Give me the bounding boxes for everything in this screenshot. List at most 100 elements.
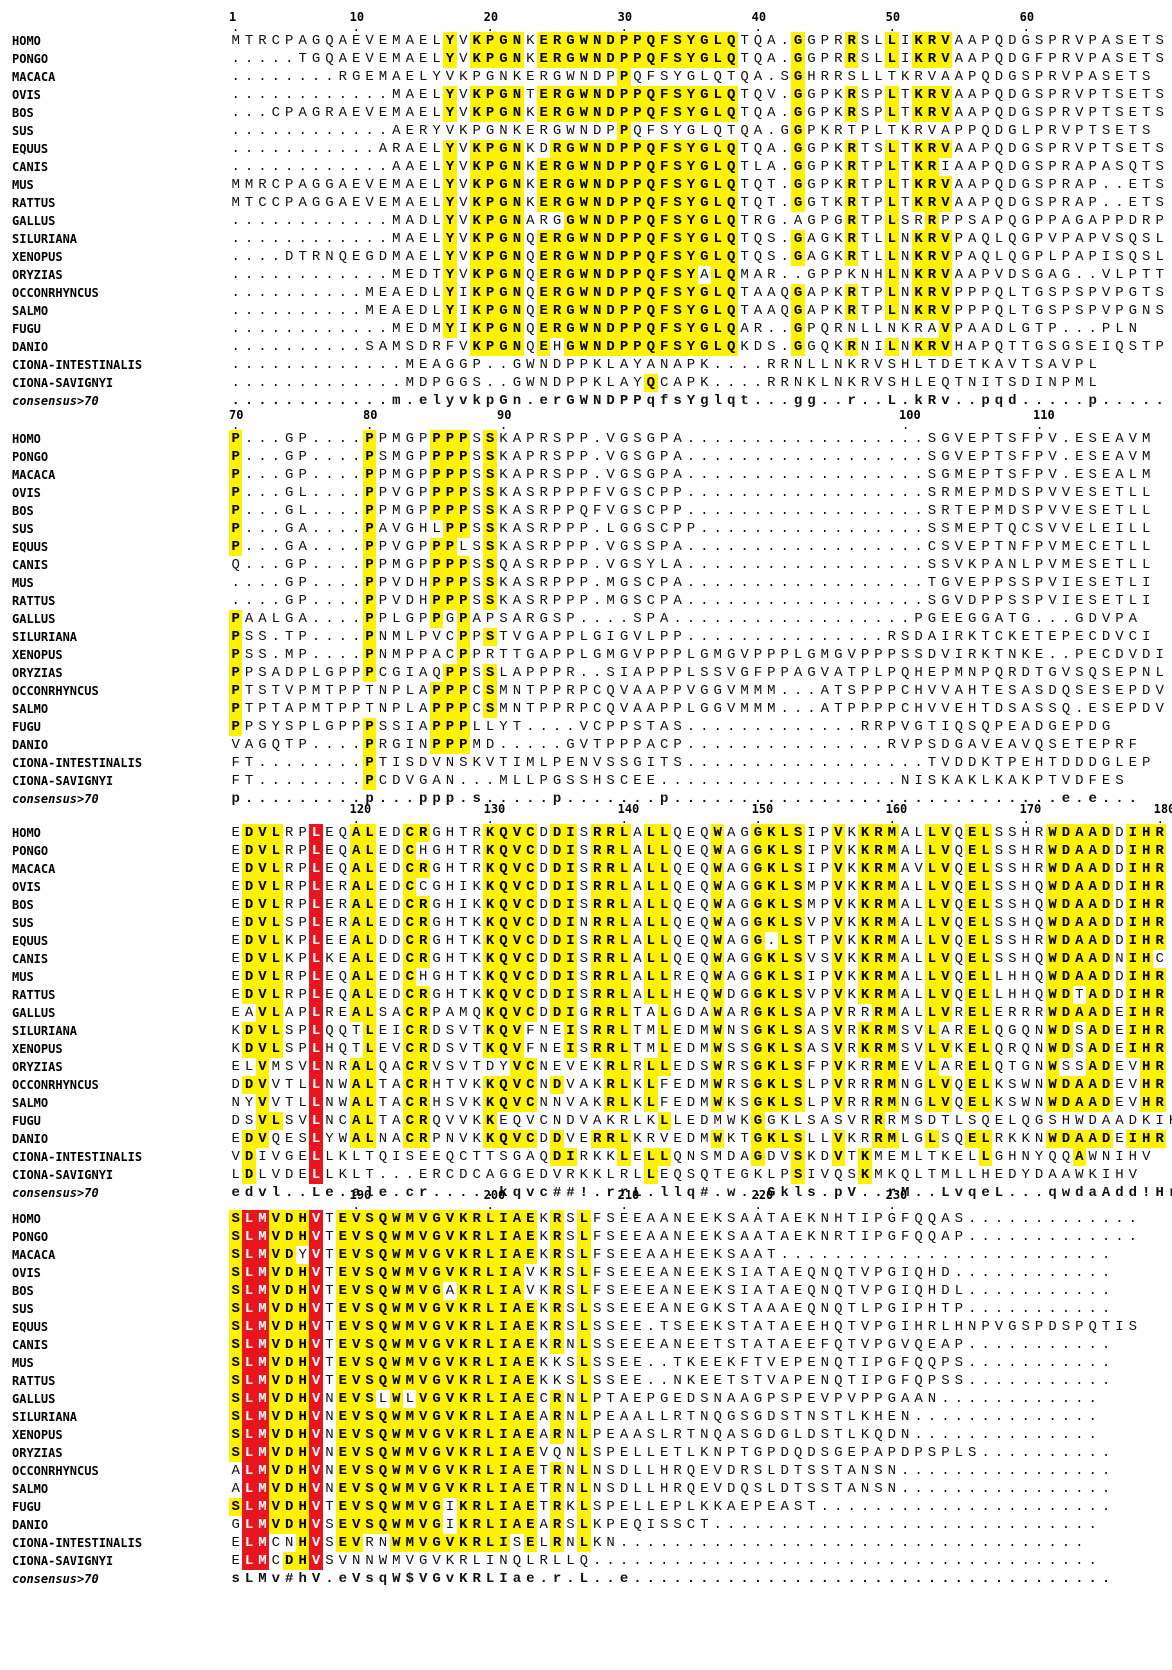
residue: Q [496, 1040, 511, 1058]
residue: P [298, 557, 307, 573]
residue: . [994, 1247, 1004, 1263]
residue: F [657, 176, 671, 194]
residue: G [619, 521, 629, 537]
residue: L [978, 986, 993, 1004]
residue: N [325, 249, 334, 265]
residue: P [981, 485, 990, 501]
residue: . [927, 1247, 937, 1263]
residue: T [1142, 339, 1151, 355]
residue: . [887, 467, 897, 483]
residue: N [590, 248, 604, 266]
species-name: OCCONRHYNCUS [12, 286, 99, 300]
residue: Q [376, 1264, 390, 1282]
residue: H [954, 339, 963, 355]
residue: E [526, 69, 535, 85]
residue: L [874, 123, 883, 139]
residue: S [472, 449, 481, 465]
residue: R [633, 1059, 642, 1075]
residue: . [1008, 1247, 1017, 1263]
residue: Q [1034, 951, 1044, 967]
residue: V [443, 1246, 457, 1264]
residue: S [1008, 449, 1017, 465]
residue: P [954, 303, 963, 319]
residue: S [1088, 593, 1097, 609]
residue: R [1034, 933, 1044, 949]
residue: . [700, 773, 709, 789]
residue: G [834, 647, 843, 663]
residue: . [887, 593, 897, 609]
residue: R [925, 176, 939, 194]
residue: R [834, 123, 843, 139]
residue: g [793, 393, 803, 409]
residue: W [566, 69, 575, 85]
residue: P [606, 123, 615, 139]
residue: R [780, 375, 789, 391]
residue: R [994, 1131, 1004, 1147]
residue: P [566, 521, 575, 537]
residue: M [311, 701, 321, 717]
residue: D [927, 647, 937, 663]
residue: H [1021, 987, 1030, 1003]
residue: M [901, 1113, 910, 1129]
residue: K [807, 375, 816, 391]
position-tick-dot: . [366, 418, 374, 432]
residue: L [954, 1283, 963, 1299]
residue: . [981, 1265, 990, 1281]
residue: . [325, 503, 334, 519]
residue: Y [684, 50, 698, 68]
residue: T [1034, 665, 1044, 681]
residue: M [874, 1167, 883, 1183]
residue: P [619, 719, 629, 735]
residue: L [778, 1040, 792, 1058]
residue: R [416, 1130, 430, 1148]
residue: . [820, 611, 830, 627]
residue: S [633, 485, 642, 501]
residue: L [1128, 557, 1138, 573]
residue: D [603, 230, 618, 248]
residue: D [1059, 896, 1073, 914]
residue: L [311, 665, 321, 681]
residue: P [630, 212, 645, 230]
residue: S [445, 1041, 455, 1057]
residue: L [807, 1095, 816, 1111]
residue: R [416, 896, 430, 914]
residue: . [526, 737, 535, 753]
residue: . [820, 755, 830, 771]
residue: S [445, 1023, 455, 1039]
residue: . [941, 791, 950, 807]
residue: . [244, 393, 254, 409]
residue: D [1059, 824, 1073, 842]
residue: K [807, 1229, 816, 1245]
residue: . [807, 773, 816, 789]
residue: E [566, 755, 575, 771]
residue: R [844, 302, 859, 320]
residue: . [271, 249, 281, 265]
residue: H [445, 987, 455, 1003]
residue: Y [443, 176, 457, 194]
residue: P [579, 449, 589, 465]
residue: P [526, 431, 535, 447]
residue: S [472, 431, 481, 447]
residue: L [606, 357, 615, 373]
residue: G [1021, 1059, 1030, 1075]
residue: P [456, 556, 471, 574]
residue: E [405, 69, 414, 85]
residue: E [231, 1005, 240, 1021]
residue: K [981, 647, 990, 663]
residue: R [550, 1228, 564, 1246]
residue: S [914, 1113, 923, 1129]
residue: A [646, 1211, 655, 1227]
residue: P [1088, 51, 1097, 67]
residue: S [552, 467, 562, 483]
residue: G [791, 338, 805, 356]
residue: S [847, 69, 856, 85]
residue: . [271, 485, 281, 501]
residue: D [1061, 755, 1071, 771]
residue: S [659, 69, 669, 85]
residue: V [1075, 87, 1084, 103]
residue: G [914, 1131, 923, 1147]
residue: . [860, 755, 870, 771]
residue: N [510, 248, 524, 266]
